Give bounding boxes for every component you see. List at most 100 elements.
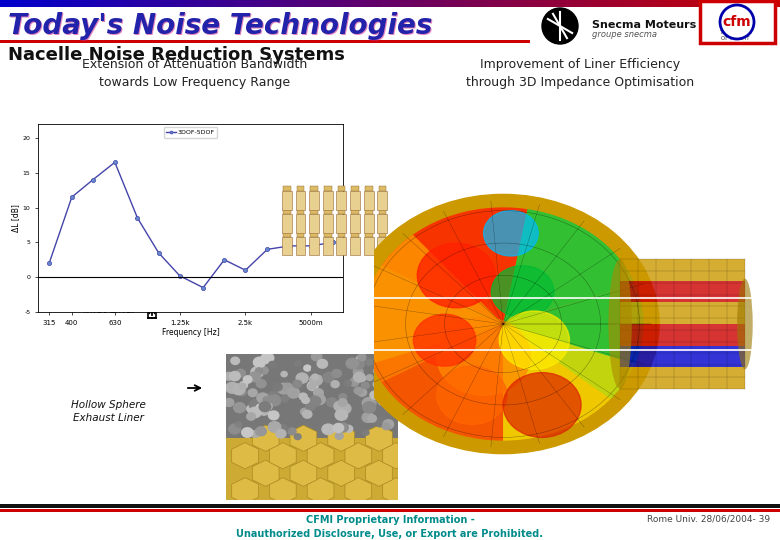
Bar bbox=[593, 0, 594, 7]
Bar bbox=[371, 0, 372, 7]
Bar bbox=[259, 0, 260, 7]
Circle shape bbox=[382, 423, 390, 430]
Bar bbox=[126, 0, 127, 7]
Bar bbox=[292, 0, 293, 7]
Bar bbox=[602, 0, 603, 7]
Bar bbox=[455, 0, 456, 7]
Bar bbox=[350, 191, 360, 210]
Bar bbox=[365, 0, 366, 7]
Bar bbox=[514, 0, 515, 7]
Bar bbox=[474, 0, 475, 7]
Bar bbox=[650, 0, 651, 7]
Bar bbox=[182, 0, 183, 7]
Bar bbox=[665, 0, 666, 7]
Bar bbox=[398, 0, 399, 7]
Bar bbox=[206, 0, 207, 7]
Bar bbox=[483, 0, 484, 7]
Bar bbox=[310, 186, 318, 191]
Bar bbox=[59, 0, 60, 7]
Bar bbox=[71, 0, 72, 7]
Circle shape bbox=[268, 422, 281, 432]
Circle shape bbox=[353, 368, 363, 376]
Bar bbox=[714, 0, 715, 7]
Bar bbox=[599, 0, 600, 7]
Bar bbox=[95, 0, 96, 7]
Bar bbox=[318, 0, 319, 7]
Bar bbox=[462, 0, 463, 7]
Bar bbox=[288, 0, 289, 7]
Bar bbox=[15, 0, 16, 7]
Bar bbox=[571, 0, 572, 7]
Bar bbox=[5, 0, 6, 7]
Bar bbox=[314, 0, 315, 7]
Bar bbox=[323, 214, 332, 233]
Bar bbox=[447, 0, 448, 7]
Circle shape bbox=[261, 353, 274, 363]
Bar bbox=[174, 0, 175, 7]
Bar bbox=[273, 0, 274, 7]
Bar bbox=[241, 0, 242, 7]
Bar bbox=[526, 0, 527, 7]
Bar bbox=[332, 0, 333, 7]
Bar bbox=[439, 0, 440, 7]
Bar bbox=[146, 0, 147, 7]
Bar bbox=[112, 0, 113, 7]
Bar bbox=[359, 0, 360, 7]
Bar bbox=[419, 0, 420, 7]
Bar bbox=[297, 0, 298, 7]
Circle shape bbox=[294, 361, 301, 366]
Bar bbox=[693, 0, 694, 7]
Bar bbox=[770, 0, 771, 7]
Bar bbox=[559, 0, 560, 7]
Circle shape bbox=[353, 360, 364, 369]
Bar bbox=[219, 0, 220, 7]
Bar bbox=[373, 0, 374, 7]
Bar bbox=[573, 0, 574, 7]
Bar bbox=[611, 0, 612, 7]
Bar bbox=[184, 0, 185, 7]
Bar bbox=[161, 0, 162, 7]
Bar bbox=[589, 0, 590, 7]
Bar bbox=[249, 0, 250, 7]
Bar bbox=[42, 0, 43, 7]
Bar bbox=[420, 0, 421, 7]
Bar bbox=[432, 0, 433, 7]
Bar bbox=[584, 0, 585, 7]
Bar bbox=[267, 0, 268, 7]
Bar bbox=[660, 0, 661, 7]
Bar bbox=[283, 186, 291, 191]
Bar bbox=[60, 0, 61, 7]
Bar bbox=[265, 0, 266, 7]
Bar bbox=[82, 0, 83, 7]
Bar bbox=[376, 0, 377, 7]
Ellipse shape bbox=[608, 259, 632, 389]
Bar bbox=[250, 0, 251, 7]
Bar bbox=[535, 0, 536, 7]
Bar bbox=[223, 0, 224, 7]
Circle shape bbox=[296, 373, 308, 383]
Bar bbox=[125, 0, 126, 7]
Bar bbox=[515, 0, 516, 7]
Circle shape bbox=[317, 360, 328, 368]
Bar bbox=[43, 0, 44, 7]
Bar bbox=[755, 0, 756, 7]
3DOF-5DOF bbox=[67, 194, 76, 200]
Bar bbox=[606, 0, 607, 7]
Bar bbox=[576, 0, 577, 7]
Bar bbox=[350, 0, 351, 7]
Circle shape bbox=[281, 372, 287, 377]
Circle shape bbox=[282, 396, 289, 402]
Circle shape bbox=[349, 378, 359, 386]
Bar bbox=[461, 0, 462, 7]
Circle shape bbox=[373, 381, 381, 388]
Bar bbox=[646, 0, 647, 7]
Bar bbox=[53, 0, 54, 7]
Bar bbox=[493, 0, 494, 7]
Bar bbox=[404, 0, 405, 7]
Bar bbox=[195, 0, 196, 7]
Circle shape bbox=[345, 426, 353, 433]
Bar bbox=[321, 0, 322, 7]
Bar bbox=[75, 0, 76, 7]
Bar bbox=[378, 186, 386, 191]
Bar bbox=[188, 0, 189, 7]
